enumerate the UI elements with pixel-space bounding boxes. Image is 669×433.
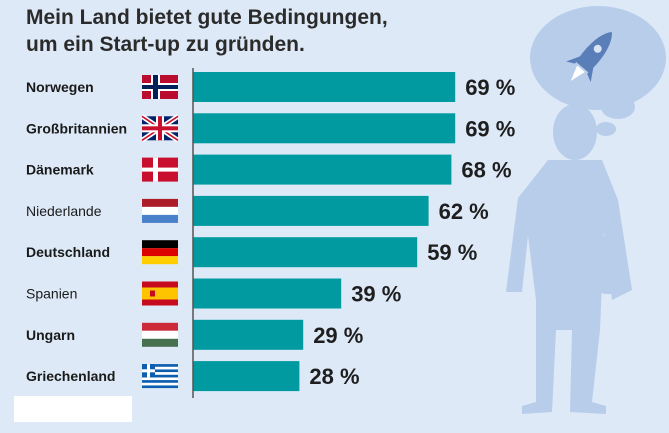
value-label: 28 % (309, 364, 359, 389)
bar (193, 154, 452, 185)
bar (193, 195, 429, 226)
value-label: 29 % (313, 323, 363, 348)
value-label: 69 % (465, 75, 515, 100)
category-label: Niederlande (26, 203, 102, 219)
bar-row: Großbritannien 69 % (26, 113, 515, 144)
hungary-flag-icon (142, 322, 178, 347)
bar-row: Spanien 39 % (26, 278, 401, 309)
category-label: Deutschland (26, 244, 110, 260)
value-label: 39 % (351, 282, 401, 307)
bar (193, 278, 342, 309)
bar-row: Ungarn 29 % (26, 319, 363, 350)
value-label: 68 % (461, 158, 511, 183)
greece-flag-icon (142, 364, 178, 389)
category-label: Griechenland (26, 368, 115, 384)
bar (193, 72, 456, 102)
chart-title: Mein Land bietet gute Bedingungen, um ei… (26, 4, 388, 58)
bar-row: Norwegen 69 % (26, 72, 515, 102)
category-label: Norwegen (26, 79, 94, 95)
category-label: Spanien (26, 286, 77, 302)
bar (193, 113, 456, 144)
value-label: 59 % (427, 240, 477, 265)
category-label: Ungarn (26, 327, 75, 343)
title-line-1: Mein Land bietet gute Bedingungen, (26, 6, 388, 29)
title-line-2: um ein Start-up zu gründen. (26, 33, 305, 56)
denmark-flag-icon (142, 157, 178, 182)
bar-row: Niederlande 62 % (26, 195, 489, 226)
category-label: Großbritannien (26, 120, 127, 136)
bar-row: Dänemark 68 % (26, 154, 512, 185)
bar (193, 319, 304, 350)
spain-flag-icon (142, 281, 178, 306)
value-label: 69 % (465, 116, 515, 141)
thought-bubble (530, 6, 666, 136)
germany-flag-icon (142, 240, 178, 265)
blank-white-box (14, 396, 132, 422)
norway-flag-icon (142, 75, 178, 99)
person-silhouette-icon (506, 104, 632, 414)
value-label: 62 % (439, 199, 489, 224)
rocket-icon (566, 31, 612, 83)
uk-flag-icon (140, 114, 180, 143)
bar-row: Griechenland 28 % (26, 361, 360, 392)
netherlands-flag-icon (142, 198, 178, 223)
bar-row: Deutschland 59 % (26, 237, 477, 268)
category-label: Dänemark (26, 162, 94, 178)
bar (193, 237, 418, 268)
bar (193, 361, 300, 392)
